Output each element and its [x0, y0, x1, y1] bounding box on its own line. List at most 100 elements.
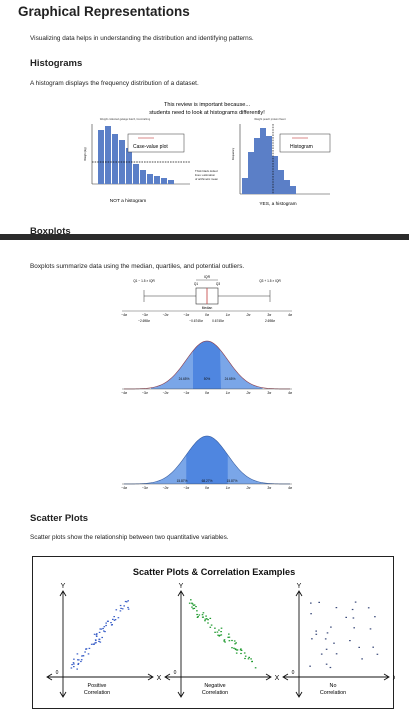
scatter-point	[105, 624, 107, 627]
sigma-tick-label: −3σ	[142, 391, 149, 395]
scatter-point	[372, 646, 374, 648]
scatter-point	[220, 634, 223, 636]
normal-curve-sigma: 15.87% 68.27% 15.87%	[122, 435, 292, 485]
scatter-point	[367, 607, 370, 609]
histograms-description: A histogram displays the frequency distr…	[30, 80, 199, 87]
scatter-point	[210, 624, 213, 626]
scatter-point	[93, 643, 95, 645]
scatter-point	[218, 634, 221, 636]
sigma-tick-label: 0σ	[205, 391, 210, 395]
right-box-label: Histogram	[290, 144, 313, 150]
scatter-point	[119, 604, 122, 607]
scatter-point	[207, 619, 209, 621]
scatter-point	[124, 600, 127, 603]
scatter-point	[235, 642, 237, 644]
sigma-tick-label: 4σ	[288, 486, 293, 490]
sigma-tick-label: −4σ	[121, 313, 128, 317]
scatter-point	[93, 633, 96, 635]
left-box-label: Case-value plot	[133, 144, 168, 150]
scatter-point	[228, 636, 231, 638]
x-axis-arrow-left	[282, 673, 289, 681]
scatter-point	[325, 648, 328, 650]
scatter-point	[204, 618, 207, 620]
scatter-point	[320, 653, 323, 655]
curve-percent-label: 50%	[204, 377, 211, 381]
sigma-tick-label: −3σ	[142, 313, 149, 317]
normal-curve-iqr: 24.65% 50% 24.65%	[122, 340, 292, 390]
right-caption: YES, a histogram	[259, 201, 296, 207]
scatter-point	[349, 640, 351, 642]
scatter-point	[77, 662, 80, 665]
scatter-point	[70, 667, 73, 669]
scatter-point	[228, 633, 230, 635]
scatter-point	[234, 648, 237, 651]
scatter-point	[103, 630, 105, 632]
svg-text:Weight (kg): Weight (kg)	[83, 147, 87, 160]
scatter-point	[205, 615, 207, 617]
scatter-point	[358, 646, 360, 648]
left-subtitle: Weight collected gelatge batch, bcontrah…	[100, 117, 151, 121]
scatter-point	[315, 633, 318, 635]
scatter-point	[94, 639, 97, 641]
sigma-tick-label: 3σ	[267, 391, 272, 395]
scatter-point	[88, 647, 91, 649]
sigma-tick-label: 3σ	[267, 313, 272, 317]
upper-fence-label: Q3 + 1.5 × IQR	[259, 279, 281, 283]
scatter-point	[206, 618, 208, 620]
scatter-point	[254, 667, 257, 669]
scatter-point	[233, 640, 236, 642]
histogram-plot: Frequency Histogram YES, a histogram	[231, 124, 331, 207]
scatter-point	[324, 638, 327, 640]
scatter-description: Scatter plots show the relationship betw…	[30, 534, 229, 541]
scatter-point	[202, 612, 205, 614]
scatter-point	[96, 633, 98, 635]
sigma-tick-label: −4σ	[121, 391, 128, 395]
box-value-label: −0.6745σ	[189, 319, 203, 323]
scatter-point	[102, 627, 104, 630]
sigma-tick-label: 4σ	[288, 391, 293, 395]
sigma-ticks-row-1: −4σ −3σ −2σ −1σ 0σ 1σ 2σ 3σ 4σ	[121, 313, 293, 317]
scatter-point	[250, 658, 252, 660]
y-axis-arrow-down	[295, 691, 303, 698]
scatter-point	[325, 663, 328, 665]
scatter-heading: Scatter Plots	[30, 513, 89, 524]
sigma-ticks-row-2: −4σ −3σ −2σ −1σ 0σ 1σ 2σ 3σ 4σ	[121, 391, 293, 395]
section-divider	[0, 234, 409, 240]
scatter-point	[240, 649, 243, 651]
sigma-tick-label: 1σ	[226, 391, 231, 395]
scatter-point	[234, 643, 236, 645]
scatter-point	[198, 614, 201, 616]
origin-label: 0	[56, 670, 59, 676]
scatter-point	[113, 619, 116, 621]
scatter-point	[251, 661, 253, 663]
scatter-point	[195, 606, 197, 608]
x-axis-arrow-right	[383, 673, 390, 681]
scatter-point	[223, 640, 225, 642]
scatter-point	[197, 616, 199, 618]
scatter-point	[227, 636, 229, 638]
scatter-point	[224, 641, 226, 643]
y-axis-arrow-up	[59, 590, 67, 597]
x-axis-label: X	[275, 675, 280, 682]
box-value-label: 2.698σ	[265, 319, 275, 323]
scatter-point	[94, 642, 96, 644]
scatter-point	[310, 602, 312, 604]
scatter-point	[315, 630, 317, 632]
box-value-label: −2.698σ	[138, 319, 150, 323]
y-axis-label: Y	[61, 583, 66, 590]
scatter-point	[121, 608, 124, 610]
scatter-point	[77, 663, 79, 665]
scatter-point	[77, 659, 79, 661]
y-axis-arrow-up	[177, 590, 185, 597]
scatter-point	[231, 639, 233, 642]
panel-label-line1: Negative	[204, 683, 225, 689]
scatter-point	[218, 635, 221, 637]
scatter-point	[98, 631, 101, 633]
sigma-tick-label: −1σ	[183, 391, 190, 395]
scatter-point	[220, 627, 223, 629]
sigma-tick-label: 1σ	[226, 313, 231, 317]
scatter-point	[99, 628, 101, 630]
scatter-point	[90, 643, 93, 645]
scatter-point	[209, 617, 212, 619]
